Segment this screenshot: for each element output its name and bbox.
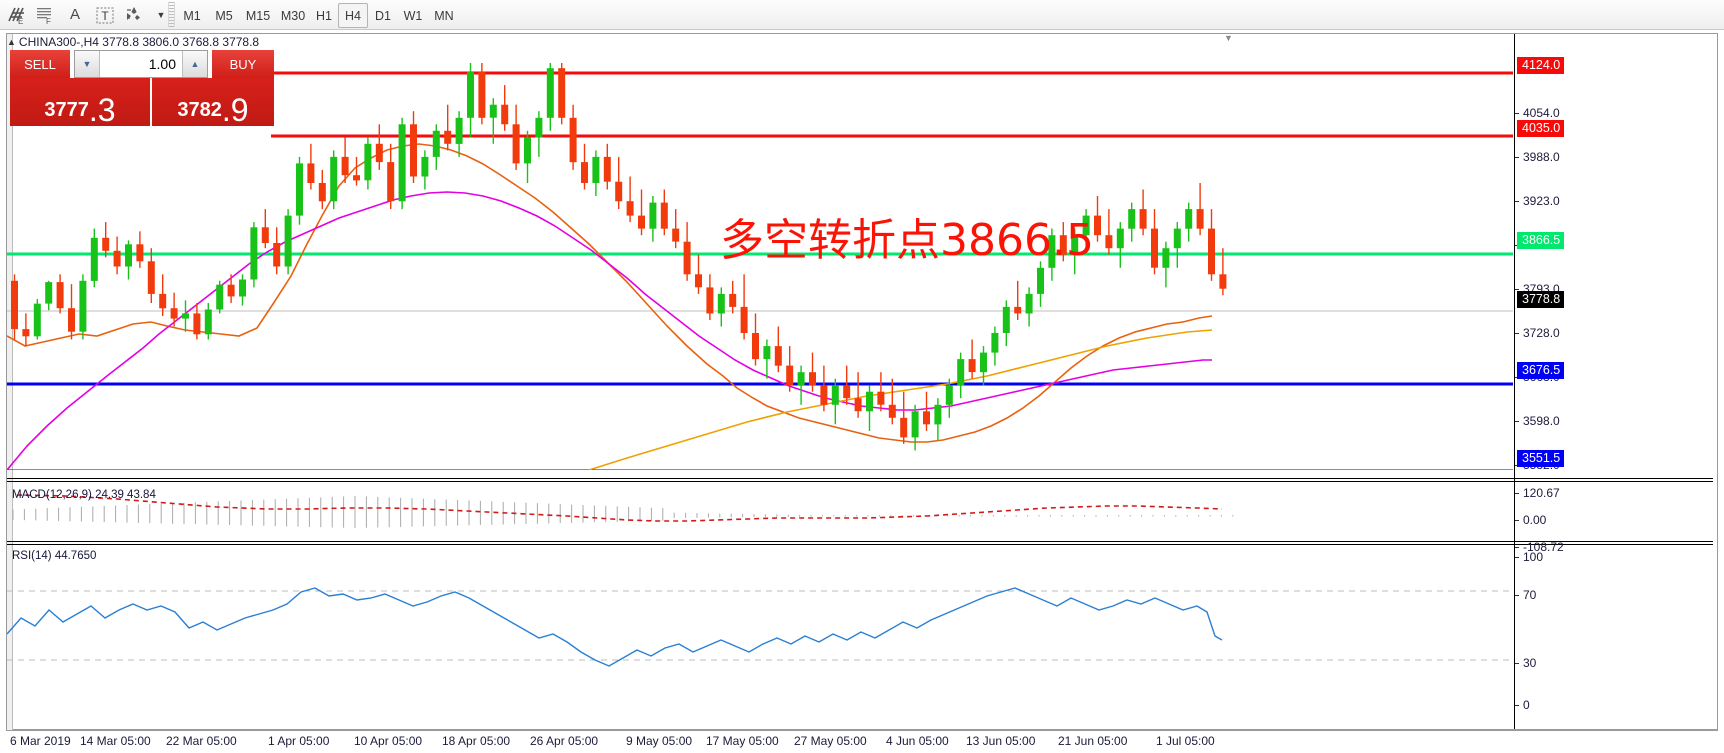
text-label-icon[interactable]: A xyxy=(69,6,80,23)
ma-fast-orange xyxy=(7,143,1213,443)
ma-long-yellow xyxy=(588,329,1213,470)
timeframe-d1[interactable]: D1 xyxy=(375,8,391,23)
pane-separator-2b xyxy=(7,544,1713,545)
volume-decrease-icon[interactable]: ▼ xyxy=(75,51,100,77)
chart-annotation: 多空转折点3866.5 xyxy=(720,215,1094,266)
pane-separator-2 xyxy=(7,541,1713,542)
time-tick: 17 May 05:00 xyxy=(706,734,779,748)
indicators-icon[interactable]: E xyxy=(4,3,30,26)
buy-button[interactable]: BUY xyxy=(212,50,274,78)
toolbar-divider xyxy=(168,2,175,27)
chevron-down-icon[interactable]: ▼ xyxy=(156,9,166,20)
time-tick: 18 Apr 05:00 xyxy=(442,734,511,748)
rsi-pane[interactable] xyxy=(7,548,1513,719)
grid-icon[interactable]: F xyxy=(32,3,58,26)
time-tick: 6 Mar 2019 xyxy=(10,734,71,748)
price-axis[interactable]: 4054.0 3988.0 3923.0 3858.0 3793.0 3728.… xyxy=(1514,34,1718,729)
buy-price-display[interactable]: 3782.9 xyxy=(152,78,274,126)
time-tick: 26 Apr 05:00 xyxy=(530,734,599,748)
time-tick: 22 Mar 05:00 xyxy=(166,734,237,748)
timeframe-w1[interactable]: W1 xyxy=(403,8,423,23)
candlestick-series xyxy=(11,63,1227,451)
rsi-tick: 100 xyxy=(1515,550,1543,564)
buy-price-decimal: .9 xyxy=(221,91,249,126)
sell-button[interactable]: SELL xyxy=(10,50,70,78)
time-axis[interactable]: 6 Mar 2019 14 Mar 05:00 22 Mar 05:00 1 A… xyxy=(6,730,1718,752)
price-label-resistance-2[interactable]: 4035.0 xyxy=(1517,120,1565,137)
sell-price-decimal: .3 xyxy=(88,91,116,126)
time-tick: 14 Mar 05:00 xyxy=(80,734,151,748)
buy-price-integer: 3782 xyxy=(177,99,222,121)
volume-increase-icon[interactable]: ▲ xyxy=(182,51,207,77)
symbol-info-bar: ▲ CHINA300-,H4 3778.8 3806.0 3768.8 3778.… xyxy=(7,35,259,49)
volume-value[interactable]: 1.00 xyxy=(148,56,176,72)
macd-caption: MACD(12,26,9) 24.39 43.84 xyxy=(12,489,156,501)
price-tick: 3598.0 xyxy=(1515,414,1560,428)
timeframe-m1[interactable]: M1 xyxy=(183,8,201,23)
timeframe-mn[interactable]: MN xyxy=(434,8,454,23)
price-label-support-1[interactable]: 3676.5 xyxy=(1517,362,1565,379)
timeframe-h4[interactable]: H4 xyxy=(338,3,368,28)
svg-text:E: E xyxy=(18,17,23,25)
volume-input[interactable]: ▼ 1.00 ▲ xyxy=(74,50,208,78)
price-label-last[interactable]: 3778.8 xyxy=(1517,291,1565,308)
macd-tick: -108.72 xyxy=(1515,540,1564,554)
price-tick: 3923.0 xyxy=(1515,194,1560,208)
symbol-info-text: CHINA300-,H4 3778.8 3806.0 3768.8 3778.8 xyxy=(18,35,260,49)
timeframe-m5[interactable]: M5 xyxy=(215,8,233,23)
pane-separator-1b xyxy=(7,481,1713,482)
price-chart-pane[interactable]: 多空转折点3866.5 xyxy=(7,46,1513,470)
rsi-caption: RSI(14) 44.7650 xyxy=(12,550,97,562)
ma-slow-magenta xyxy=(7,191,1212,470)
chart-frame[interactable] xyxy=(6,33,1718,731)
svg-text:T: T xyxy=(101,9,109,23)
time-tick: 1 Jul 05:00 xyxy=(1156,734,1215,748)
price-label-pivot[interactable]: 3866.5 xyxy=(1517,232,1565,249)
svg-text:F: F xyxy=(46,17,51,25)
price-tick: 4054.0 xyxy=(1515,106,1560,120)
sell-price-display[interactable]: 3777.3 xyxy=(10,78,152,126)
moving-average-lines xyxy=(7,143,1213,470)
sell-price-integer: 3777 xyxy=(44,99,89,121)
pane-collapse-icon[interactable]: ▼ xyxy=(1224,33,1233,43)
rsi-tick: 70 xyxy=(1515,588,1536,602)
main-toolbar: E F A T ▼ M1 M5 M15 M30 H1 H4 D1 W1 MN xyxy=(0,0,1724,30)
macd-pane[interactable] xyxy=(7,487,1513,544)
macd-tick: 0.00 xyxy=(1515,513,1546,527)
objects-icon[interactable] xyxy=(122,3,148,26)
collapse-triangle-icon[interactable]: ▲ xyxy=(7,37,16,47)
text-object-icon[interactable]: T xyxy=(92,3,118,26)
time-tick: 21 Jun 05:00 xyxy=(1058,734,1128,748)
price-label-support-2[interactable]: 3551.5 xyxy=(1517,450,1565,467)
time-tick: 10 Apr 05:00 xyxy=(354,734,423,748)
timeframe-m30[interactable]: M30 xyxy=(280,8,306,23)
timeframe-h1[interactable]: H1 xyxy=(316,8,332,23)
time-tick: 13 Jun 05:00 xyxy=(966,734,1036,748)
rsi-tick: 0 xyxy=(1515,698,1530,712)
macd-signal-line xyxy=(16,494,1223,522)
price-chart-svg xyxy=(7,63,1513,470)
macd-svg xyxy=(12,494,1234,528)
pane-separator-1 xyxy=(7,478,1713,479)
rsi-tick: 30 xyxy=(1515,656,1536,670)
time-tick: 27 May 05:00 xyxy=(794,734,867,748)
time-tick: 1 Apr 05:00 xyxy=(268,734,330,748)
macd-tick: 120.67 xyxy=(1515,486,1560,500)
price-label-resistance-1[interactable]: 4124.0 xyxy=(1517,57,1565,74)
price-tick: 3988.0 xyxy=(1515,150,1560,164)
rsi-svg xyxy=(7,587,1513,667)
time-tick: 4 Jun 05:00 xyxy=(886,734,949,748)
time-tick: 9 May 05:00 xyxy=(626,734,693,748)
rsi-line xyxy=(7,587,1223,667)
one-click-trading-panel[interactable]: SELL ▼ 1.00 ▲ BUY 3777.3 3782.9 xyxy=(10,50,274,126)
price-tick: 3728.0 xyxy=(1515,326,1560,340)
timeframe-m15[interactable]: M15 xyxy=(245,8,271,23)
